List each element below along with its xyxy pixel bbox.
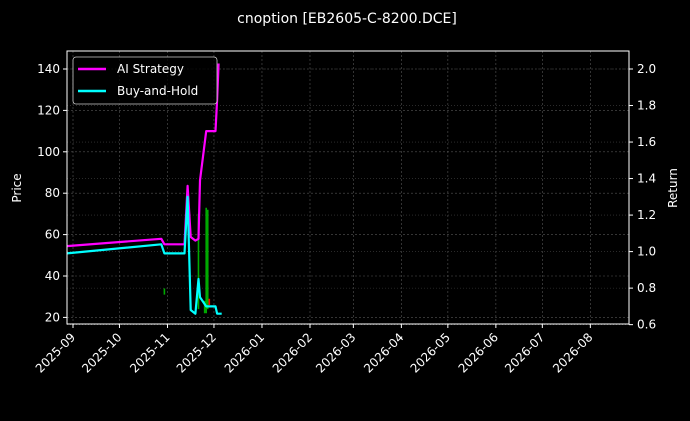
x-tick-label: 2026-02 [270,330,315,375]
y-tick-label: 60 [45,228,60,242]
x-tick-label: 2025-12 [174,330,219,375]
y2-tick-label: 0.6 [637,318,656,332]
legend-label-ai-strategy: AI Strategy [117,62,184,76]
y-axis-right: 0.6 0.8 1.0 1.2 1.4 1.6 1.8 2.0 [629,62,656,332]
plot-frame [66,50,630,325]
x-tick-label: 2026-03 [313,330,358,375]
x-tick-label: 2026-01 [222,330,267,375]
x-tick-label: 2026-06 [456,330,501,375]
y2-tick-label: 1.2 [637,208,656,222]
x-axis: 2025-09 2025-10 2025-11 2025-12 2026-01 2026-… [33,324,595,376]
x-tick-label: 2026-05 [408,330,453,375]
legend-box [72,56,218,105]
y-axis-left: 20 40 60 80 100 120 140 [37,62,67,324]
y-tick-label: 140 [37,62,60,76]
series-lines [66,63,222,315]
y2-tick-label: 1.8 [637,99,656,113]
legend: AI Strategy Buy-and-Hold [72,56,218,105]
y2-tick-label: 1.0 [637,245,656,259]
series-line-ai-strategy [66,63,220,248]
gridlines [67,51,629,325]
chart-title: cnoption [EB2605-C-8200.DCE] [237,11,457,27]
x-tick-label: 2025-09 [33,330,78,375]
y2-tick-label: 1.6 [637,135,656,149]
y-tick-label: 80 [45,186,60,200]
legend-label-buy-and-hold: Buy-and-Hold [117,84,198,98]
x-tick-label: 2026-08 [550,330,595,375]
y-tick-label: 40 [45,269,60,283]
series-line-buy-and-hold [66,195,222,315]
y2-tick-label: 1.4 [637,172,656,186]
x-tick-label: 2025-11 [127,330,172,375]
x-tick-label: 2026-04 [361,330,406,375]
y-tick-label: 20 [45,310,60,324]
x-tick-label: 2025-10 [79,330,124,375]
y2-tick-label: 0.8 [637,281,656,295]
y-axis-label: Price [10,173,24,202]
x-tick-label: 2026-07 [502,330,547,375]
y-tick-label: 100 [37,145,60,159]
y2-axis-label: Return [666,168,680,208]
y2-tick-label: 2.0 [637,62,656,76]
y-tick-label: 120 [37,103,60,117]
